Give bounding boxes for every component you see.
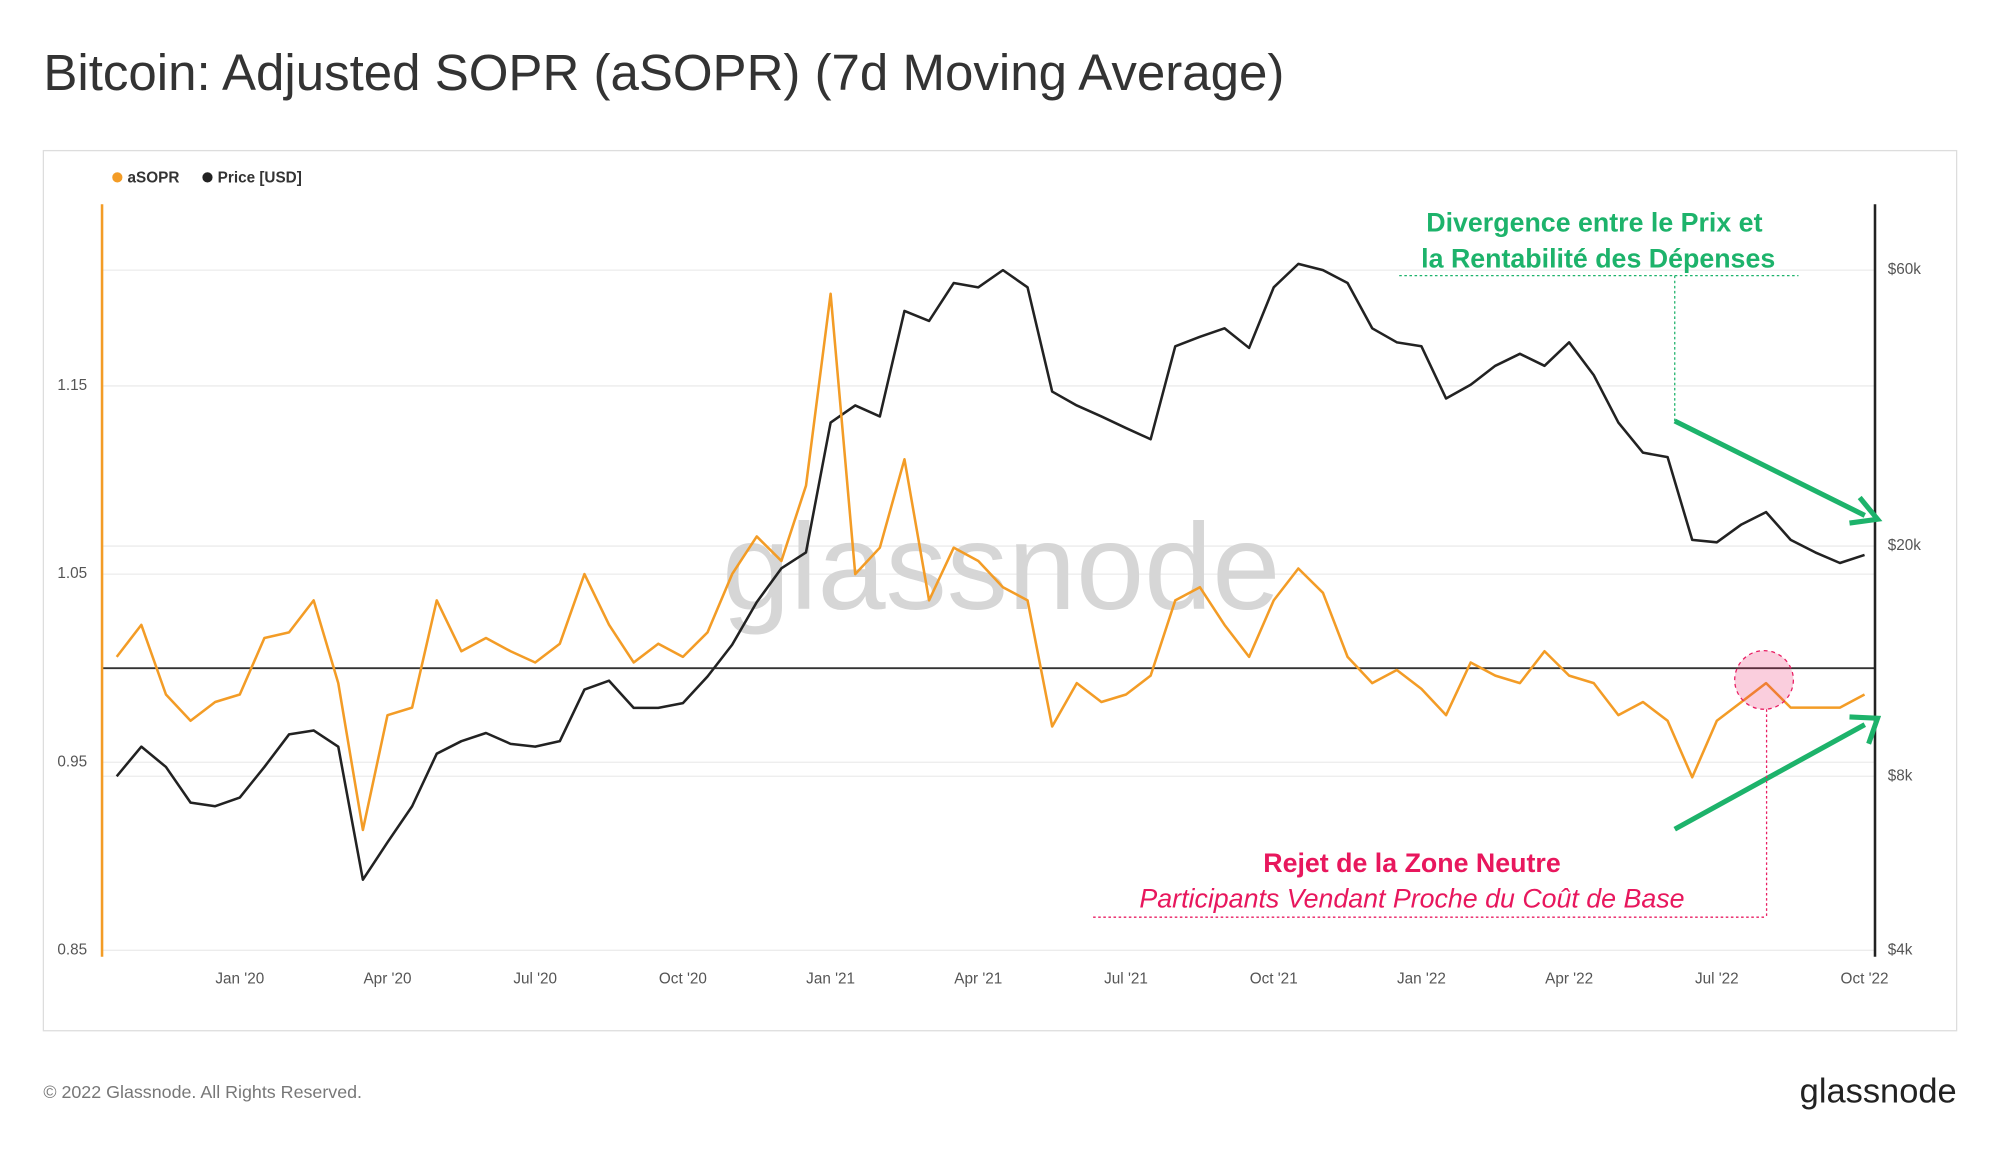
- x-tick-label: Jul '20: [513, 971, 557, 988]
- legend-marker: [202, 172, 213, 183]
- x-tick-label: Jul '22: [1695, 971, 1739, 988]
- annotation: Participants Vendant Proche du Coût de B…: [1139, 884, 1684, 914]
- x-tick-label: Apr '21: [954, 971, 1002, 988]
- legend-label: aSOPR: [128, 170, 180, 187]
- arrow-head: [1849, 495, 1883, 526]
- copyright: © 2022 Glassnode. All Rights Reserved.: [43, 1082, 362, 1102]
- logo: glassnode: [1800, 1072, 1957, 1110]
- plot: [102, 262, 1875, 881]
- y-tick-label: 0.85: [57, 941, 87, 958]
- x-tick-label: Oct '22: [1841, 971, 1889, 988]
- chart-title: Bitcoin: Adjusted SOPR (aSOPR) (7d Movin…: [43, 44, 1284, 101]
- x-tick-label: Jan '20: [215, 971, 264, 988]
- arrow: [1673, 722, 1867, 832]
- x-tick-label: Jan '21: [806, 971, 855, 988]
- highlight-circle: [1734, 649, 1795, 710]
- chart-frame: [42, 149, 1958, 1032]
- series-line: [115, 292, 1866, 832]
- y2-tick-label: $60k: [1888, 261, 1922, 278]
- x-tick-label: Oct '21: [1250, 971, 1298, 988]
- watermark: glassnode: [722, 498, 1280, 635]
- annotation: Rejet de la Zone Neutre: [1263, 848, 1560, 878]
- annotation: Divergence entre le Prix et: [1426, 208, 1762, 238]
- legend-label: Price [USD]: [218, 170, 302, 187]
- x-tick-label: Apr '20: [363, 971, 411, 988]
- y2-tick-label: $8k: [1888, 767, 1913, 784]
- y-tick-label: 1.15: [57, 377, 87, 394]
- y-tick-label: 1.05: [57, 565, 87, 582]
- x-tick-label: Jan '22: [1397, 971, 1446, 988]
- grid: [102, 269, 1875, 951]
- x-tick-label: Apr '22: [1545, 971, 1593, 988]
- y2-tick-label: $20k: [1888, 537, 1922, 554]
- arrow-head: [1849, 714, 1882, 745]
- annotation: la Rentabilité des Dépenses: [1421, 243, 1775, 273]
- y-tick-label: 0.95: [57, 753, 87, 770]
- y2-tick-label: $4k: [1888, 941, 1913, 958]
- x-tick-label: Oct '20: [659, 971, 707, 988]
- legend-marker: [112, 172, 123, 183]
- x-tick-label: Jul '21: [1104, 971, 1148, 988]
- series-line: [115, 262, 1865, 881]
- arrow: [1673, 418, 1866, 518]
